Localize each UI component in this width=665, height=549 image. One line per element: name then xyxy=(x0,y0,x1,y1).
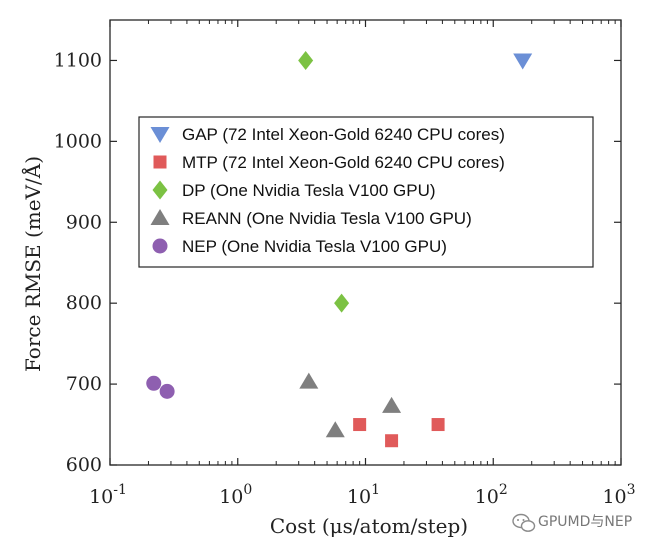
reann-point xyxy=(299,372,319,389)
y-tick-label: 900 xyxy=(66,211,102,233)
nep-point xyxy=(146,375,162,391)
legend-label-reann: REANN (One Nvidia Tesla V100 GPU) xyxy=(182,209,472,228)
x-tick-label: 101 xyxy=(347,482,380,508)
mtp-point xyxy=(353,418,367,432)
legend-marker-dp xyxy=(152,180,168,200)
legend-box xyxy=(138,116,594,268)
y-tick-label: 800 xyxy=(66,292,102,314)
reann-point xyxy=(382,396,402,413)
y-tick-label: 600 xyxy=(66,454,102,476)
watermark: GPUMD与NEP xyxy=(512,513,632,532)
dp-point xyxy=(334,293,350,313)
x-tick-label: 10-1 xyxy=(89,482,127,508)
legend-marker-reann xyxy=(150,209,170,225)
x-tick-label: 103 xyxy=(602,482,635,508)
legend-label-mtp: MTP (72 Intel Xeon-Gold 6240 CPU cores) xyxy=(182,153,505,172)
legend-label-gap: GAP (72 Intel Xeon-Gold 6240 CPU cores) xyxy=(182,125,505,144)
reann-point xyxy=(325,421,345,438)
wechat-icon xyxy=(512,513,536,532)
gap-point xyxy=(513,53,533,70)
legend-marker-gap xyxy=(150,127,170,143)
x-axis-label: Cost (μs/atom/step) xyxy=(270,514,468,538)
legend-marker-mtp xyxy=(153,155,167,169)
y-tick-label: 700 xyxy=(66,373,102,395)
dp-point xyxy=(298,50,314,70)
watermark-text: GPUMD与NEP xyxy=(538,514,632,530)
legend-label-dp: DP (One Nvidia Tesla V100 GPU) xyxy=(182,181,436,200)
legend-label-nep: NEP (One Nvidia Tesla V100 GPU) xyxy=(182,237,447,256)
x-tick-label: 100 xyxy=(219,482,252,508)
y-axis-label: Force RMSE (meV/Å) xyxy=(20,156,45,372)
legend-marker-nep xyxy=(152,238,168,254)
mtp-point xyxy=(385,434,399,448)
mtp-point xyxy=(431,418,445,432)
y-tick-label: 1000 xyxy=(54,130,102,152)
x-tick-label: 102 xyxy=(475,482,508,508)
y-tick-label: 1100 xyxy=(54,49,102,71)
nep-point xyxy=(159,383,175,399)
